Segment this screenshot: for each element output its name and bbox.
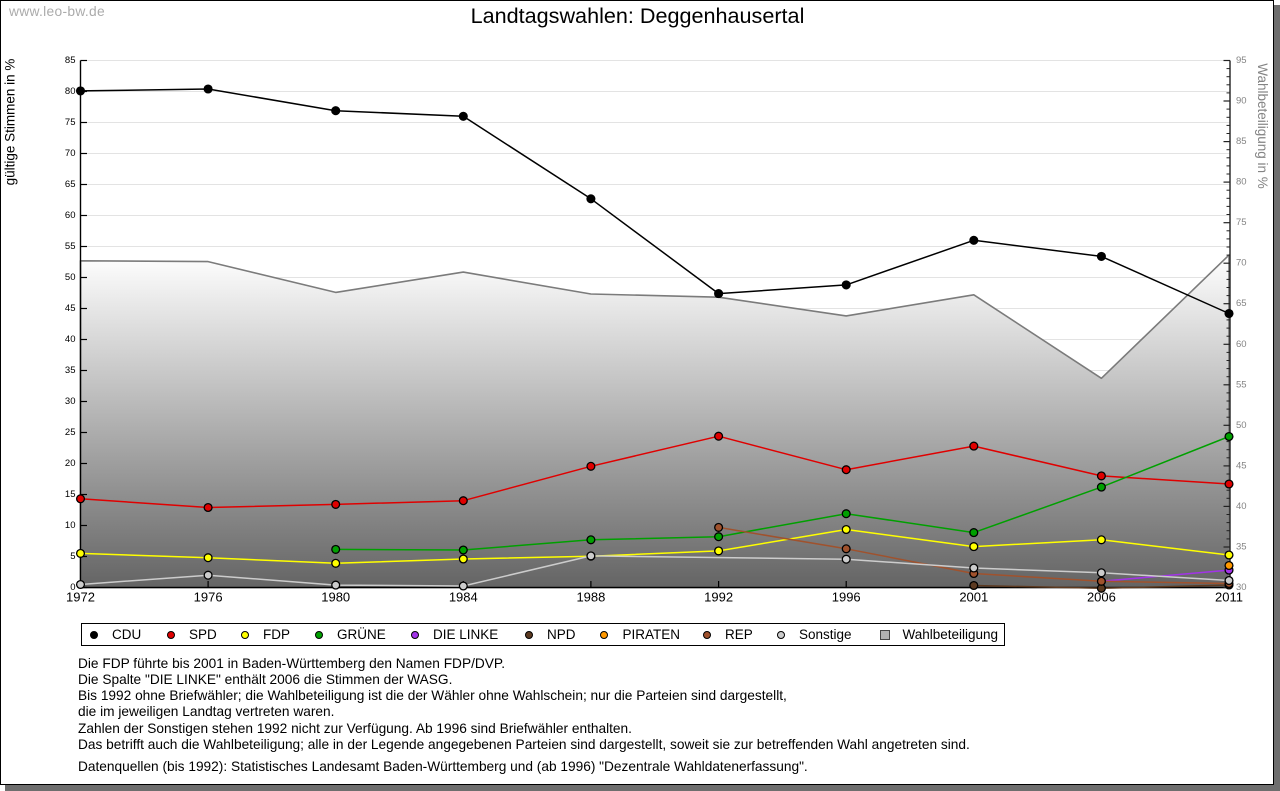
svg-text:55: 55 xyxy=(65,241,76,252)
svg-text:1980: 1980 xyxy=(321,590,350,605)
svg-text:50: 50 xyxy=(1236,420,1247,431)
svg-text:45: 45 xyxy=(1236,460,1247,471)
svg-text:15: 15 xyxy=(65,489,76,500)
svg-text:85: 85 xyxy=(65,55,76,66)
svg-text:5: 5 xyxy=(70,551,75,562)
svg-text:45: 45 xyxy=(65,303,76,314)
svg-text:40: 40 xyxy=(1236,501,1247,512)
svg-text:75: 75 xyxy=(65,117,76,128)
svg-text:40: 40 xyxy=(65,334,76,345)
svg-text:35: 35 xyxy=(65,365,76,376)
svg-text:55: 55 xyxy=(1236,379,1247,390)
svg-text:Wahlbeteiligung in %: Wahlbeteiligung in % xyxy=(1255,63,1270,189)
svg-text:2001: 2001 xyxy=(959,590,988,605)
svg-text:1996: 1996 xyxy=(832,590,861,605)
svg-text:95: 95 xyxy=(1236,55,1247,66)
svg-text:85: 85 xyxy=(1236,136,1247,147)
svg-text:60: 60 xyxy=(1236,339,1247,350)
svg-text:25: 25 xyxy=(65,427,76,438)
svg-text:65: 65 xyxy=(65,179,76,190)
svg-text:70: 70 xyxy=(65,148,76,159)
svg-text:1988: 1988 xyxy=(576,590,605,605)
svg-text:1992: 1992 xyxy=(704,590,733,605)
svg-text:90: 90 xyxy=(1236,96,1247,107)
svg-text:80: 80 xyxy=(1236,177,1247,188)
svg-text:1984: 1984 xyxy=(449,590,478,605)
svg-text:30: 30 xyxy=(65,396,76,407)
svg-text:1972: 1972 xyxy=(66,590,95,605)
svg-text:30: 30 xyxy=(1236,582,1247,593)
svg-text:50: 50 xyxy=(65,272,76,283)
svg-text:20: 20 xyxy=(65,458,76,469)
svg-text:75: 75 xyxy=(1236,217,1247,228)
svg-text:60: 60 xyxy=(65,210,76,221)
svg-text:1976: 1976 xyxy=(194,590,223,605)
svg-text:0: 0 xyxy=(70,582,75,593)
svg-text:2006: 2006 xyxy=(1087,590,1116,605)
svg-text:80: 80 xyxy=(65,86,76,97)
svg-text:10: 10 xyxy=(65,520,76,531)
svg-text:65: 65 xyxy=(1236,298,1247,309)
svg-text:35: 35 xyxy=(1236,542,1247,553)
svg-text:2011: 2011 xyxy=(1215,590,1243,605)
svg-text:70: 70 xyxy=(1236,258,1247,269)
svg-text:gültige Stimmen in %: gültige Stimmen in % xyxy=(3,59,18,186)
